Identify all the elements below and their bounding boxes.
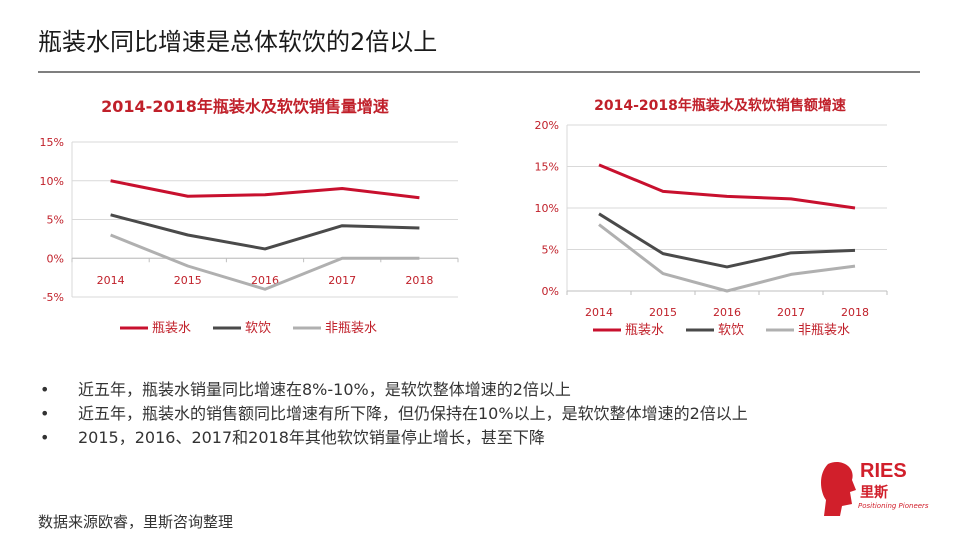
y-tick-label: 0% (542, 285, 559, 298)
slide-title: 瓶装水同比增速是总体软饮的2倍以上 (38, 28, 438, 56)
x-tick-label: 2018 (841, 306, 869, 319)
bullet-marker: • (40, 380, 50, 399)
bullet-marker: • (40, 404, 50, 423)
source-note: 数据来源欧睿，里斯咨询整理 (38, 513, 234, 531)
x-tick-label: 2014 (97, 274, 125, 287)
bullet-text: 近五年，瓶装水的销售额同比增速有所下降，但仍保持在10%以上，是软饮整体增速的2… (78, 404, 748, 423)
y-tick-label: -5% (43, 291, 64, 304)
chart-title: 2014-2018年瓶装水及软饮销售量增速 (101, 97, 389, 116)
legend-label: 瓶装水 (625, 323, 664, 338)
logo-text: RIES (860, 460, 907, 482)
x-tick-label: 2014 (585, 306, 613, 319)
series-line-3 (110, 233, 420, 291)
series-line-1 (598, 163, 856, 210)
series-line-1 (110, 179, 420, 200)
y-tick-label: 20% (535, 119, 559, 132)
legend-label: 非瓶装水 (798, 323, 850, 338)
logo-cn-text: 里斯 (860, 485, 888, 501)
logo-head-icon (821, 461, 856, 516)
bullet-item: • 2015，2016、2017和2018年其他软饮销量停止增长，甚至下降 (40, 426, 820, 450)
y-tick-label: 10% (535, 202, 559, 215)
chart-title: 2014-2018年瓶装水及软饮销售额增速 (594, 97, 846, 114)
x-tick-label: 2017 (328, 274, 356, 287)
sales-value-chart-svg: 2014-2018年瓶装水及软饮销售额增速 0% 5% 10% 15% 20% 2014 20… (535, 97, 888, 338)
x-tick-label: 2018 (405, 274, 433, 287)
y-tick-label: 15% (40, 136, 64, 149)
series-line-3 (598, 223, 856, 293)
legend-label: 软饮 (718, 323, 744, 338)
bullet-item: • 近五年，瓶装水的销售额同比增速有所下降，但仍保持在10%以上，是软饮整体增速的… (40, 402, 820, 426)
legend-label: 软饮 (245, 321, 271, 336)
y-tick-label: 15% (535, 161, 559, 174)
title-divider (38, 71, 920, 73)
ries-logo: RIES 里斯 Positioning Pioneers (820, 460, 930, 522)
bullet-item: • 近五年，瓶装水销量同比增速在8%-10%，是软饮整体增速的2倍以上 (40, 378, 820, 402)
y-tick-label: 5% (542, 244, 559, 257)
x-tick-label: 2015 (174, 274, 202, 287)
logo-slogan: Positioning Pioneers (858, 502, 929, 510)
legend-label: 瓶装水 (152, 321, 191, 336)
series-line-2 (598, 212, 856, 269)
bullet-text: 2015，2016、2017和2018年其他软饮销量停止增长，甚至下降 (78, 428, 545, 447)
y-tick-label: 0% (47, 252, 64, 265)
x-tick-label: 2016 (713, 306, 741, 319)
bullet-list: • 近五年，瓶装水销量同比增速在8%-10%，是软饮整体增速的2倍以上 • 近五年，… (40, 378, 820, 450)
x-tick-label: 2016 (251, 274, 279, 287)
sales-value-chart: 2014-2018年瓶装水及软饮销售额增速 0% 5% 10% 15% 20% 2014 20… (505, 88, 905, 348)
x-tick-label: 2015 (649, 306, 677, 319)
y-tick-label: 10% (40, 175, 64, 188)
bullet-marker: • (40, 428, 50, 447)
y-tick-label: 5% (47, 214, 64, 227)
bullet-text: 近五年，瓶装水销量同比增速在8%-10%，是软饮整体增速的2倍以上 (78, 380, 571, 399)
x-tick-label: 2017 (777, 306, 805, 319)
legend-label: 非瓶装水 (325, 321, 377, 336)
series-line-2 (110, 213, 420, 251)
sales-volume-chart-svg: 2014-2018年瓶装水及软饮销售量增速 -5% 0% 5% 10% 15% 2014 20… (40, 97, 459, 336)
sales-volume-chart: 2014-2018年瓶装水及软饮销售量增速 -5% 0% 5% 10% 15% 2014 20… (30, 88, 470, 348)
